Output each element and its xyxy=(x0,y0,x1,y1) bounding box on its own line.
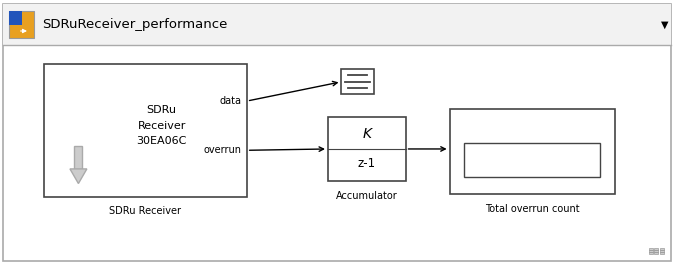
Bar xyxy=(649,252,653,254)
Bar xyxy=(3,4,671,45)
Bar xyxy=(649,250,653,252)
Bar xyxy=(450,109,615,194)
Bar xyxy=(654,250,658,252)
Text: 30EA06C: 30EA06C xyxy=(137,136,187,146)
Bar xyxy=(9,11,34,38)
Polygon shape xyxy=(70,169,87,184)
Text: K: K xyxy=(362,127,371,141)
Bar xyxy=(660,250,664,252)
Bar xyxy=(660,252,664,254)
Text: data: data xyxy=(219,96,241,106)
Bar xyxy=(464,143,600,177)
Text: ▼: ▼ xyxy=(661,20,669,30)
Text: overrun: overrun xyxy=(203,145,241,155)
Bar xyxy=(654,248,658,250)
Bar xyxy=(74,146,82,169)
Text: SDRuReceiver_performance: SDRuReceiver_performance xyxy=(43,18,228,31)
Text: Receiver: Receiver xyxy=(137,121,186,131)
Bar xyxy=(9,11,22,25)
Bar xyxy=(649,248,653,250)
Bar xyxy=(44,64,247,197)
Text: SDRu: SDRu xyxy=(147,105,176,115)
Text: SDRu Receiver: SDRu Receiver xyxy=(110,206,181,217)
Bar xyxy=(341,69,374,94)
Text: z-1: z-1 xyxy=(358,157,376,170)
Text: Total overrun count: Total overrun count xyxy=(485,204,579,214)
Text: Accumulator: Accumulator xyxy=(336,190,397,201)
Bar xyxy=(654,252,658,254)
Bar xyxy=(660,248,664,250)
Bar xyxy=(328,117,406,181)
